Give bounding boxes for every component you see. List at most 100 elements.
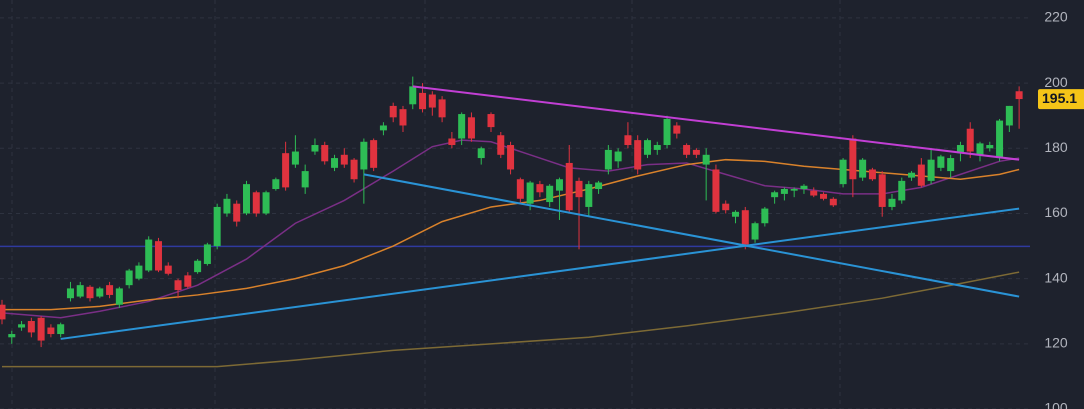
candle-body [184,275,192,287]
moving-average [2,158,1020,311]
trendline [60,207,1020,340]
y-tick-label: 120 [1044,335,1068,351]
candle-body [888,198,896,207]
candle-body [643,140,651,155]
candle-body [956,145,964,154]
price-tag-label: 195.1 [1042,90,1077,106]
candle-body [507,145,515,170]
candle-body [555,179,563,191]
price-tag [1038,89,1084,110]
y-tick-label: 220 [1044,9,1068,25]
candle-body [526,182,534,204]
candle-body [908,172,916,178]
candle-body [301,171,309,188]
candle-body [683,145,691,155]
candle-body [194,260,202,273]
candle-body [966,128,974,152]
candle-body [282,153,290,188]
candle-body [57,324,65,335]
candle-body [174,280,182,291]
y-tick-label: 140 [1044,269,1068,285]
y-tick-label: 200 [1044,74,1068,90]
candle-body [115,288,123,305]
candle-body [917,164,925,186]
candle-body [790,189,798,191]
candle-body [820,193,828,199]
candle-body [614,151,622,162]
candle-body [976,143,984,155]
trendline [412,85,1020,161]
candle-body [751,223,759,240]
candle-body [565,162,573,211]
candle-body [438,99,446,118]
candle-body [575,180,583,198]
candle-body [311,145,319,152]
candle-body [585,184,593,207]
candle-body [477,148,485,159]
candle-body [712,169,720,212]
candle-body [66,288,74,299]
candle-body [810,190,818,196]
candle-body [898,180,906,201]
candle-body [27,321,35,333]
candle-body [800,185,808,190]
candle-body [702,154,710,165]
candle-body [859,159,867,178]
candle-body [839,159,847,185]
candle-body [379,125,387,131]
candle-body [624,135,632,146]
candle-body [516,179,524,199]
candle-body [996,120,1004,159]
candle-body [252,192,260,214]
candle-body [937,156,945,168]
candle-body [399,109,407,126]
candle-body [487,114,495,128]
candle-body [106,285,114,295]
trendline [363,173,1020,298]
candle-body [331,158,339,168]
candle-body [419,92,427,110]
candle-body [164,265,172,274]
candle-body [350,159,358,180]
candle-body [497,135,505,155]
candle-body [595,182,603,190]
candle-body [370,140,378,168]
candle-body [76,285,84,297]
candle-body [947,158,955,172]
candle-body [428,94,436,108]
candle-body [771,192,779,198]
y-tick-label: 100 [1044,400,1068,409]
candle-body [360,141,368,170]
candle-body [0,304,6,320]
y-tick-label: 160 [1044,204,1068,220]
candle-body [663,118,671,146]
candle-body [1005,105,1013,126]
candle-body [125,270,133,286]
candle-body [409,86,417,105]
candle-body [233,203,241,222]
candle-body [467,117,475,139]
candle-body [829,198,837,206]
candle-body [653,145,661,150]
candle-body [868,169,876,180]
candle-body [321,145,329,162]
moving-average [1,139,1020,319]
candle-body [878,174,886,207]
candle-body [37,317,45,341]
y-tick-label: 180 [1044,139,1068,155]
candle-body [849,138,857,180]
candle-body [692,149,700,155]
candle-body [546,185,554,203]
candle-body [262,192,270,214]
candle-body [8,334,16,338]
candle-body [1015,91,1023,100]
candle-body [780,189,788,194]
candle-body [722,203,730,211]
candle-body [154,241,162,271]
candle-body [145,239,153,271]
candle-body [458,114,466,139]
candle-body [86,286,94,299]
candle-body [213,206,221,247]
candle-body [536,184,544,193]
